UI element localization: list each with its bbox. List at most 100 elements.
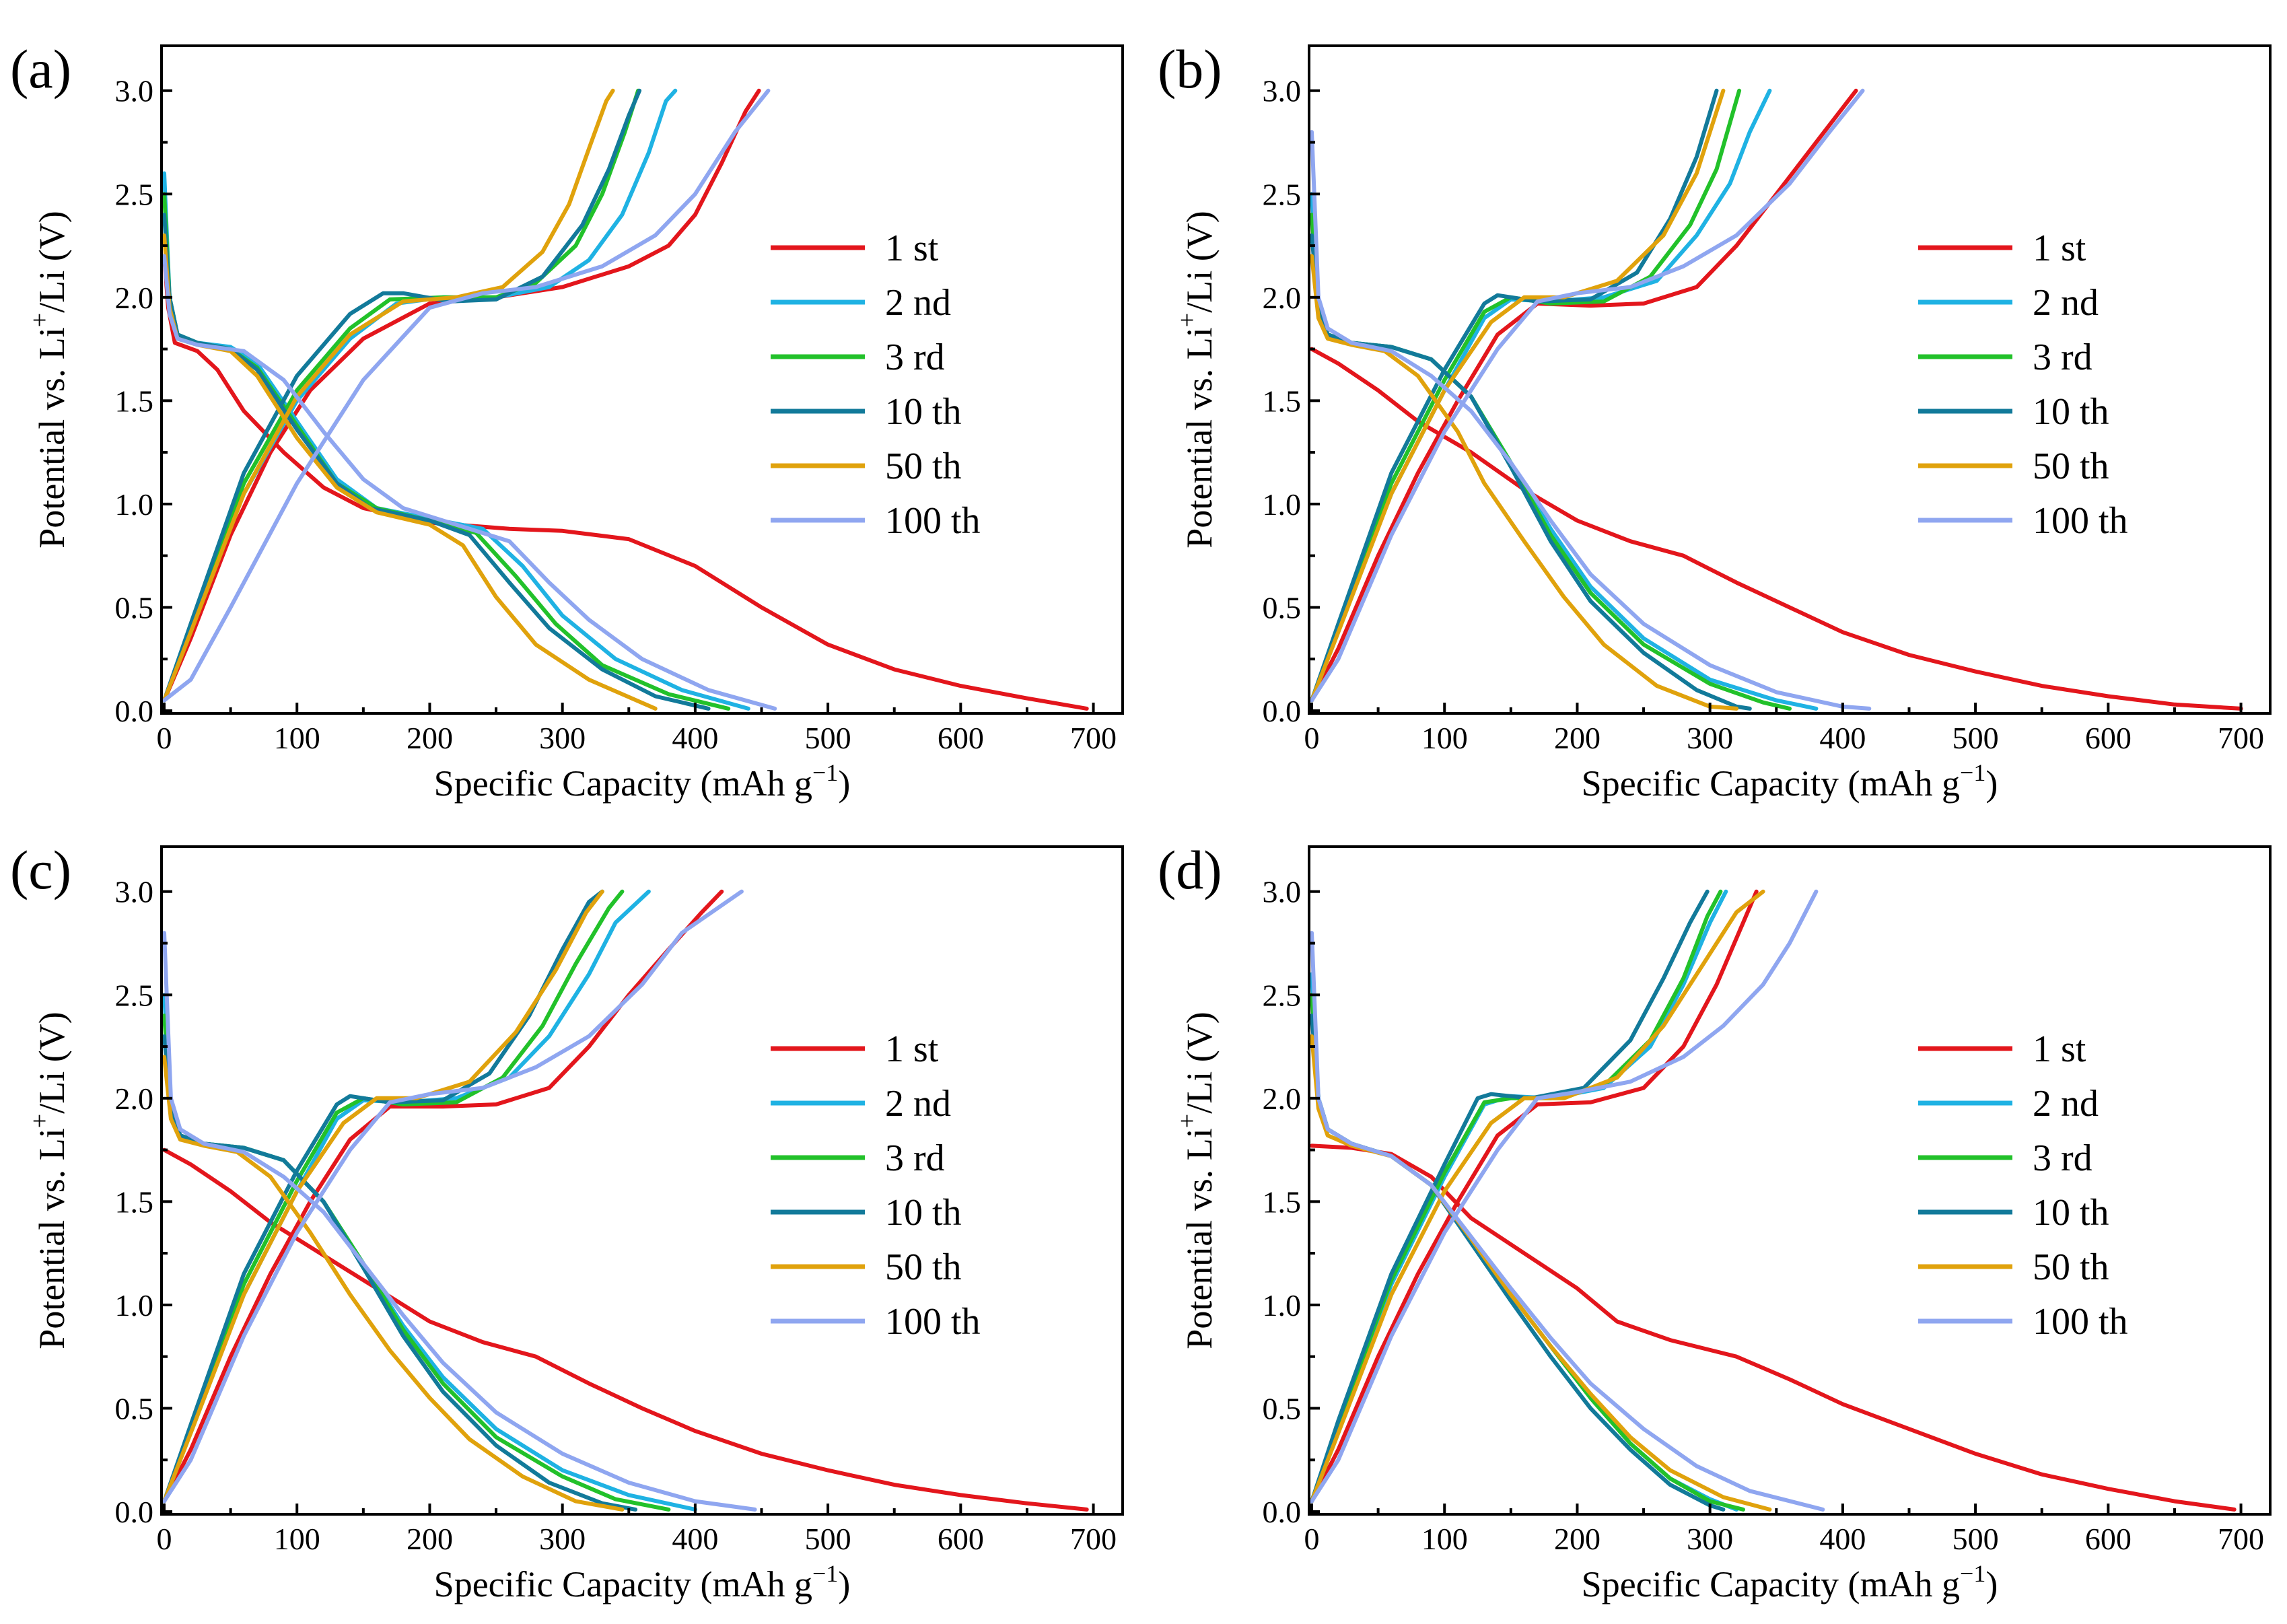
series-100th-discharge-line [1310,931,1825,1512]
x-tick-label: 300 [539,721,586,755]
series-2nd-charge-line [1310,88,1772,703]
series-50th-charge-line [1310,889,1765,1504]
y-tick-label: 1.5 [115,384,154,418]
y-tick-label: 1.0 [115,487,154,522]
series-3rd-charge-line [1310,88,1742,703]
y-tick-label: 2.0 [1263,1082,1302,1116]
legend-label: 1 st [2033,1028,2086,1070]
legend-label: 2 nd [2033,1083,2099,1125]
y-axis-title: Potential vs. Li+/Li (V) [26,1012,72,1349]
curves [162,88,1089,711]
plot-frame [160,44,1124,715]
y-axis-title: Potential vs. Li+/Li (V) [1173,211,1220,548]
series-100th-charge-line [162,88,771,703]
legend-label: 100 th [2033,500,2128,542]
series-2nd-discharge-line [1310,972,1739,1512]
series-1st-charge-line [1310,88,1858,703]
panel-c: 0 100 200 300 400 500 600 700 0.0 0.5 1.0 1.5 2.0 2.5… [10,839,1124,1604]
x-tick-label: 100 [274,1522,320,1556]
series-50th-charge-line [1310,88,1726,703]
x-axis-title: Specific Capacity (mAh g−1) [1582,1560,1998,1604]
y-tick-label: 1.0 [1263,487,1302,522]
x-tick-label: 0 [157,1522,172,1556]
x-tick-label: 700 [2218,721,2264,755]
plot-frame [160,845,1124,1516]
series-3rd-discharge-line [162,192,731,711]
x-tick-label: 400 [1819,1522,1866,1556]
series-50th-discharge-line [162,1055,625,1512]
series-10th-discharge-line [1310,1014,1726,1512]
curves [1310,889,2237,1512]
series-50th-discharge-line [1310,1034,1772,1512]
series-100th-discharge-line [1310,130,1872,711]
y-tick-label: 0.5 [1263,590,1302,625]
series-100th-charge-line [1310,889,1819,1504]
series-100th-charge-line [162,889,744,1504]
x-tick-label: 200 [1554,1522,1600,1556]
x-tick-label: 0 [1304,721,1320,755]
series-1st-discharge-line [1310,347,2243,711]
x-tick-label: 0 [157,721,172,755]
panel-a: 0 100 200 300 400 500 600 700 0.0 0.5 1.0 1.5 2.0 2.5… [10,38,1124,804]
series-3rd-discharge-line [1310,993,1745,1512]
x-tick-label: 300 [1687,721,1733,755]
x-tick-label: 200 [407,1522,453,1556]
series-3rd-discharge-line [162,1014,671,1512]
x-tick-label: 200 [1554,721,1600,755]
legend-label: 2 nd [885,282,951,324]
y-tick-label: 1.5 [1263,384,1302,418]
series-50th-charge-line [162,889,604,1504]
panel-b: 0 100 200 300 400 500 600 700 0.0 0.5 1.0 1.5 2.0 2.5… [1158,38,2272,804]
x-axis-title: Specific Capacity (mAh g−1) [434,1560,851,1604]
x-tick-label: 700 [2218,1522,2264,1556]
y-tick-label: 3.0 [115,74,154,108]
y-tick-label: 0.5 [115,590,154,625]
x-tick-label: 300 [1687,1522,1733,1556]
x-tick-label: 500 [1952,1522,1999,1556]
x-tick-label: 600 [938,1522,984,1556]
legend-label: 2 nd [885,1083,951,1125]
legend-label: 1 st [885,1028,939,1070]
x-tick-label: 500 [1952,721,1999,755]
y-tick-label: 2.5 [1263,978,1302,1012]
x-tick-label: 400 [672,1522,718,1556]
series-1st-charge-line [162,88,761,703]
legend-label: 3 rd [885,337,945,378]
x-tick-label: 100 [1421,721,1468,755]
legend-label: 10 th [2033,1192,2109,1234]
y-axis-title: Potential vs. Li+/Li (V) [1173,1012,1220,1349]
legend: 1 st 2 nd 3 rd 10 th 50 th 100 th [771,1028,981,1343]
x-tick-label: 500 [805,1522,851,1556]
x-tick-label: 500 [805,721,851,755]
series-10th-discharge-line [1310,233,1752,711]
x-tick-label: 600 [938,721,984,755]
series-2nd-discharge-line [1310,192,1819,711]
x-axis-title: Specific Capacity (mAh g−1) [1582,759,1998,804]
legend-label: 50 th [885,446,962,487]
legend-label: 3 rd [2033,337,2092,378]
y-tick-label: 1.5 [1263,1185,1302,1219]
legend-label: 100 th [2033,1301,2128,1343]
series-3rd-discharge-line [1310,213,1792,711]
y-tick-label: 0.5 [115,1391,154,1425]
series-100th-discharge-line [162,931,757,1512]
y-tick-label: 3.0 [1263,875,1302,909]
series-100th-charge-line [1310,88,1865,703]
y-tick-label: 2.5 [1263,177,1302,211]
x-tick-label: 700 [1070,1522,1117,1556]
legend-label: 50 th [2033,1246,2109,1288]
legend-label: 50 th [885,1246,962,1288]
series-2nd-charge-line [1310,889,1728,1504]
y-tick-label: 0.0 [115,694,154,728]
legend: 1 st 2 nd 3 rd 10 th 50 th 100 th [1918,227,2128,542]
legend-label: 3 rd [885,1137,945,1179]
series-10th-charge-line [1310,889,1710,1504]
y-tick-label: 0.0 [1263,1495,1302,1529]
plot-frame [1308,44,2272,715]
legend-label: 3 rd [2033,1137,2092,1179]
y-axis-title: Potential vs. Li+/Li (V) [26,211,72,548]
legend: 1 st 2 nd 3 rd 10 th 50 th 100 th [1918,1028,2128,1343]
panel-label: (d) [1158,839,1222,901]
series-1st-discharge-line [162,1148,1089,1512]
